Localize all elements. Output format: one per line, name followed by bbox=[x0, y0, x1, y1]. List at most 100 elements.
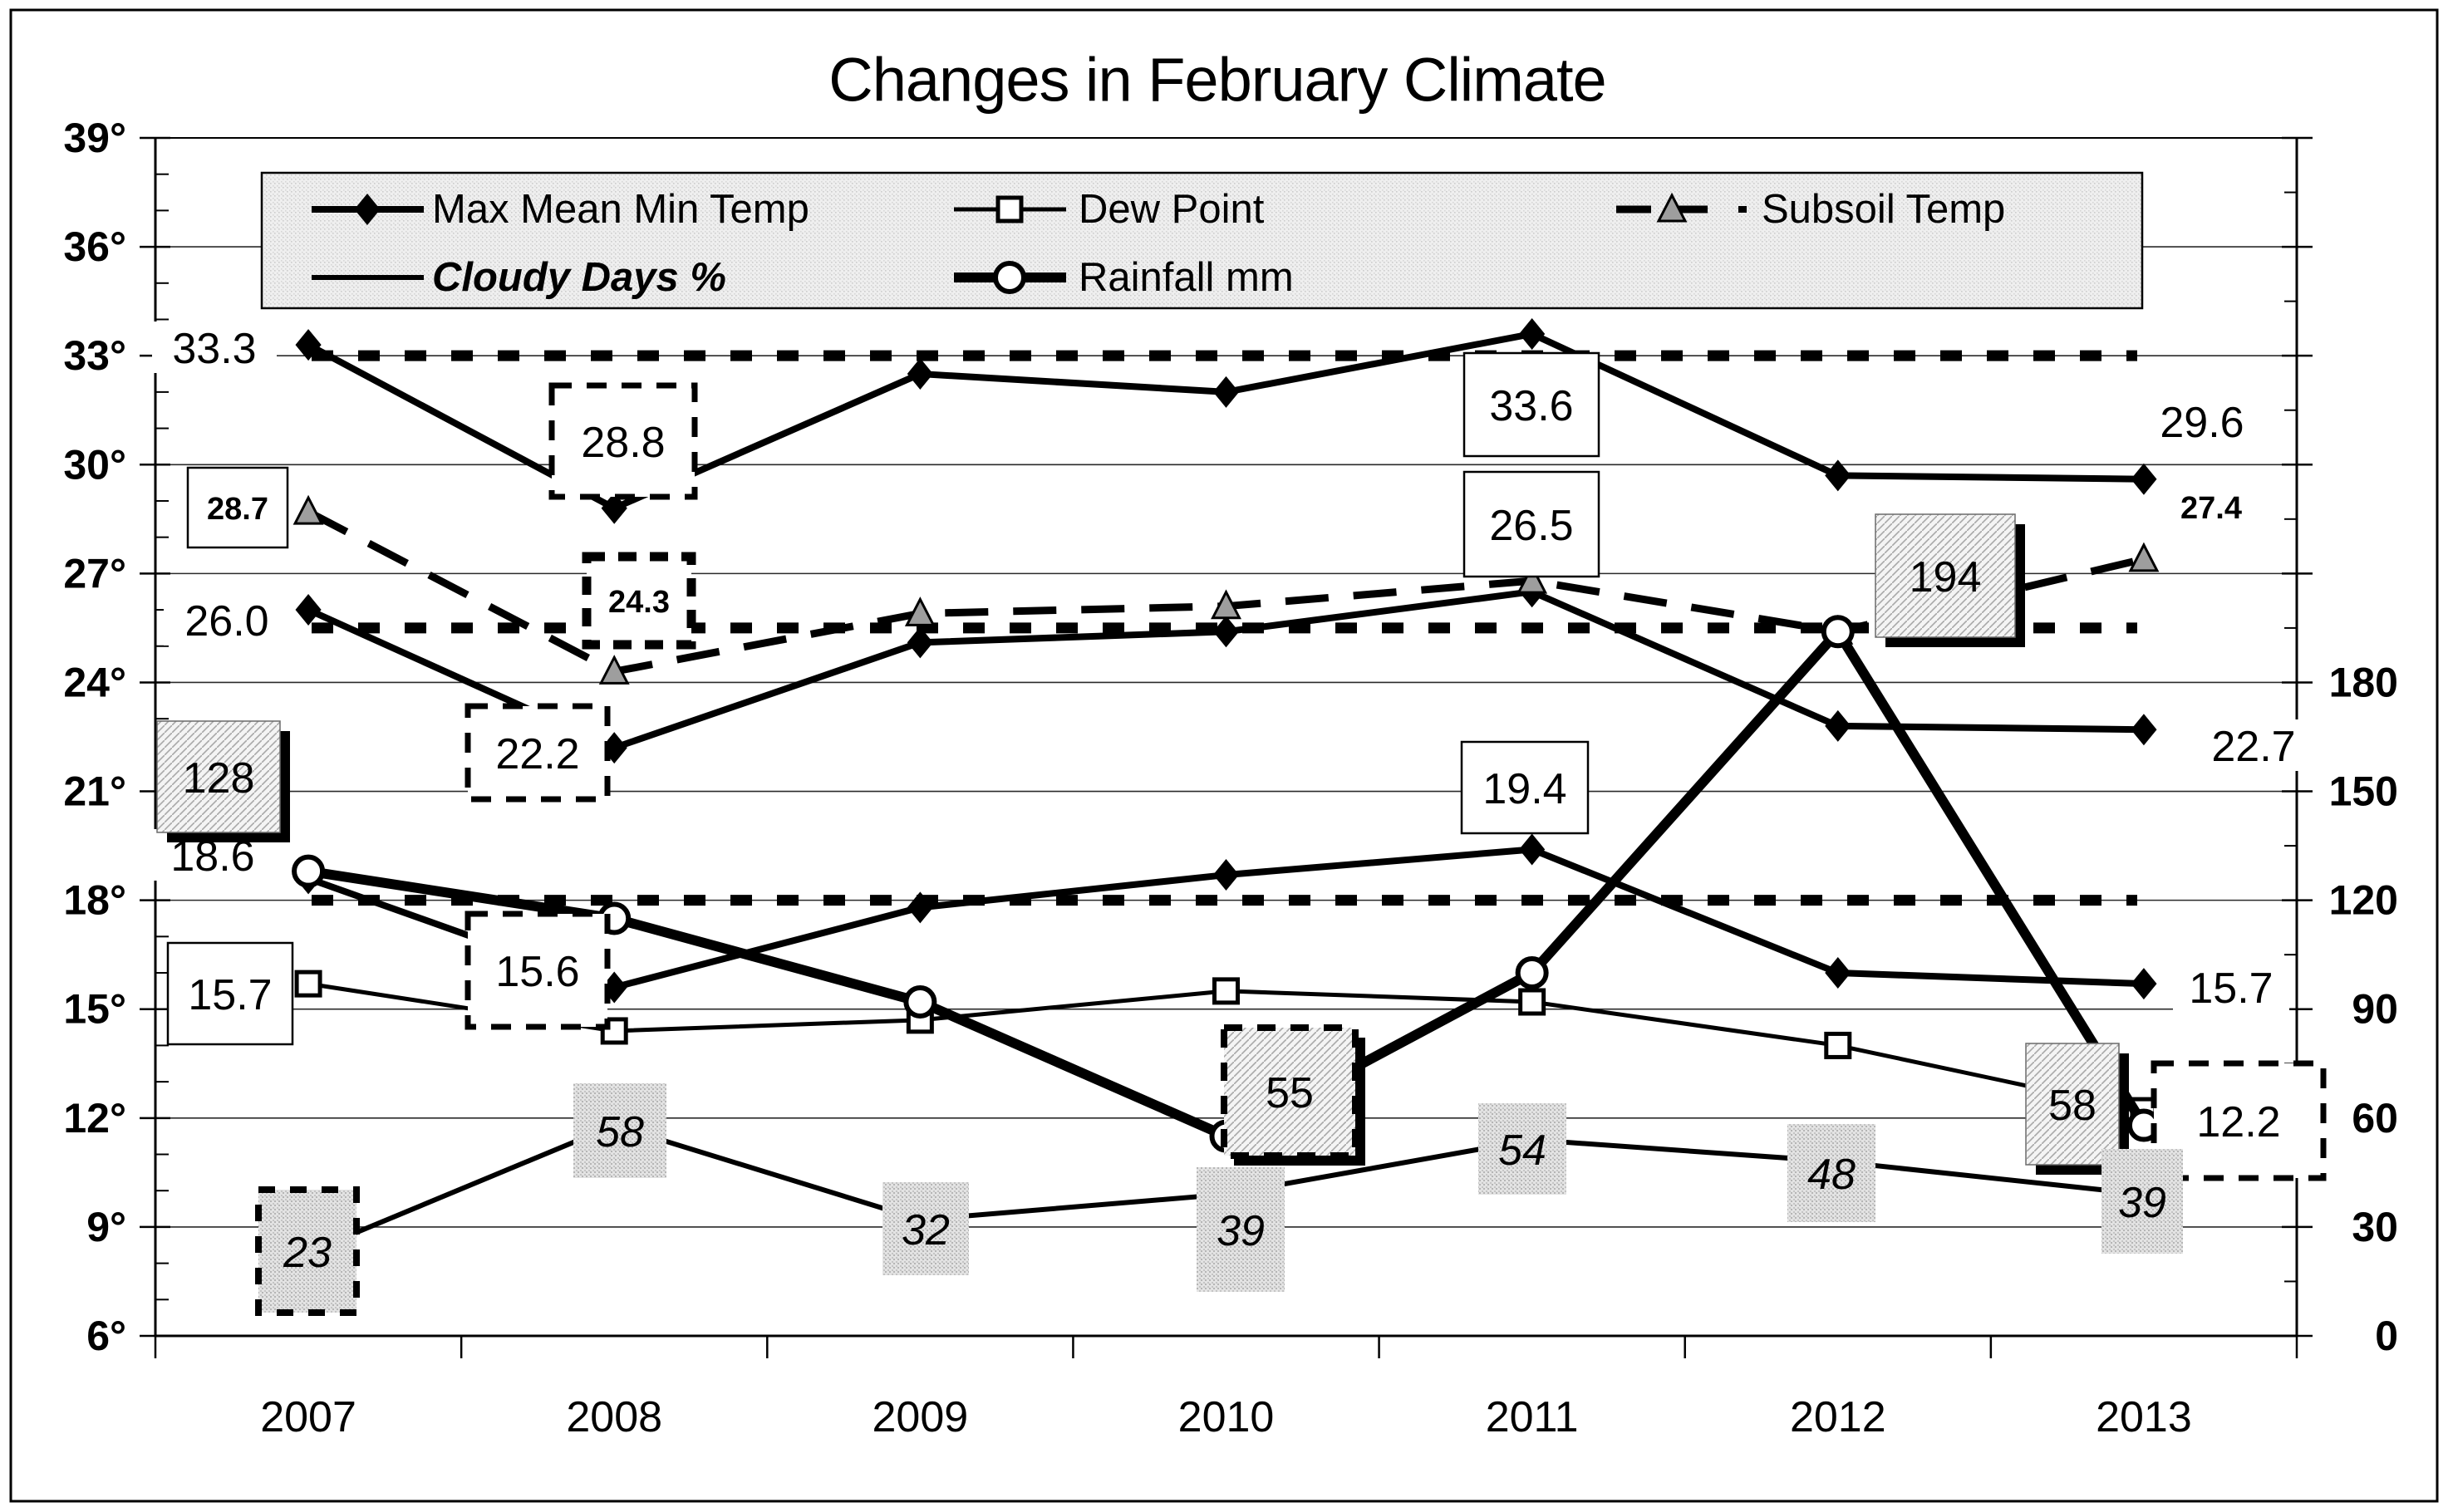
label-box bbox=[166, 941, 294, 1046]
data-label-text: 15.7 bbox=[188, 971, 272, 1019]
series-min-temp bbox=[295, 833, 2157, 1004]
series-max-temp bbox=[295, 317, 2157, 524]
label-box bbox=[582, 552, 696, 650]
label-box bbox=[465, 911, 611, 1030]
data-label-cloudy-2011: 54 bbox=[1478, 1103, 1566, 1195]
data-label-text: 55 bbox=[1266, 1069, 1314, 1117]
data-label-min-2013: 15.7 bbox=[2173, 963, 2289, 1013]
x-axis-label: 2010 bbox=[1178, 1393, 1275, 1441]
data-label-text: 33.6 bbox=[1489, 382, 1573, 430]
data-label-mean-2013: 22.7 bbox=[2191, 719, 2316, 771]
data-label-text: 48 bbox=[1807, 1151, 1856, 1199]
x-axis-label: 2011 bbox=[1486, 1393, 1579, 1441]
label-box bbox=[156, 720, 281, 833]
data-label-text: 22.7 bbox=[2211, 723, 2295, 771]
x-axis-label: 2013 bbox=[2096, 1393, 2192, 1441]
legend-triangle-icon bbox=[1656, 192, 1688, 223]
data-label-max-2007: 33.3 bbox=[152, 322, 277, 373]
point-min-temp-2011 bbox=[1519, 833, 1546, 866]
data-label-subsoil-2013: 27.4 bbox=[2163, 487, 2259, 527]
point-dew-point-2010 bbox=[1212, 977, 1240, 1005]
right-axis-label: 90 bbox=[2352, 986, 2398, 1033]
legend-item-label: Dew Point bbox=[1079, 187, 1265, 232]
left-axis-label: 12° bbox=[63, 1095, 126, 1141]
data-label-text: 29.6 bbox=[2160, 399, 2244, 447]
point-max-temp-2011 bbox=[1519, 317, 1546, 350]
right-axis-label: 180 bbox=[2329, 659, 2398, 705]
point-rainfall-2011 bbox=[1515, 956, 1549, 990]
data-label-text: 23 bbox=[283, 1229, 332, 1277]
right-axis-label: 60 bbox=[2352, 1095, 2398, 1141]
left-axis-label: 30° bbox=[63, 441, 126, 488]
point-min-temp-2009 bbox=[907, 891, 933, 924]
point-max-temp-2012 bbox=[1825, 459, 1851, 492]
right-axis-label: 150 bbox=[2329, 768, 2398, 815]
data-label-text: 22.2 bbox=[495, 730, 579, 778]
data-label-text: 33.3 bbox=[172, 325, 256, 373]
data-label-text: 26.5 bbox=[1489, 502, 1573, 550]
label-box bbox=[548, 382, 698, 500]
legend-dash-dot-icon bbox=[1738, 206, 1747, 213]
data-label-text: 26.0 bbox=[184, 597, 268, 646]
data-label-cloudy-2007: 23 bbox=[255, 1186, 360, 1316]
left-axis-label: 6° bbox=[86, 1313, 126, 1359]
label-box bbox=[1462, 351, 1600, 458]
right-axis-label: 120 bbox=[2329, 877, 2398, 924]
point-min-temp-2010 bbox=[1212, 859, 1240, 891]
label-box bbox=[186, 466, 289, 549]
point-max-temp-2010 bbox=[1212, 376, 1240, 408]
point-subsoil-2008 bbox=[598, 655, 630, 685]
data-label-text: 24.3 bbox=[608, 585, 670, 620]
x-axis-label: 2008 bbox=[566, 1393, 662, 1441]
label-box bbox=[1221, 1024, 1359, 1159]
point-max-temp-2009 bbox=[907, 358, 933, 390]
legend-diamond-icon bbox=[354, 194, 381, 225]
label-box bbox=[1197, 1167, 1285, 1292]
label-box bbox=[1460, 740, 1590, 835]
point-subsoil-2011 bbox=[1516, 563, 1548, 594]
point-max-temp-2013 bbox=[2131, 463, 2157, 495]
data-label-cloudy-2008: 58 bbox=[573, 1083, 666, 1178]
point-rainfall-2007 bbox=[292, 854, 326, 888]
data-label-text: 12.2 bbox=[2196, 1098, 2280, 1146]
x-axis-label: 2009 bbox=[873, 1393, 969, 1441]
data-label-text: 32 bbox=[902, 1206, 950, 1254]
x-axis-label: 2007 bbox=[260, 1393, 356, 1441]
data-label-max-2008: 28.8 bbox=[548, 382, 698, 500]
point-rainfall-2012 bbox=[1821, 615, 1855, 649]
data-label-text: 54 bbox=[1498, 1127, 1546, 1175]
data-label-subsoil-2008: 24.3 bbox=[582, 552, 696, 650]
left-axis-label: 21° bbox=[63, 768, 126, 815]
point-subsoil-2010 bbox=[1211, 589, 1241, 620]
chart-title: Changes in February Climate bbox=[828, 46, 1605, 115]
left-axis-label: 9° bbox=[86, 1204, 126, 1250]
data-label-cloudy-2013: 39 bbox=[2101, 1149, 2183, 1254]
label-box bbox=[1875, 513, 2016, 638]
label-box bbox=[882, 1182, 969, 1275]
data-labels: 33.328.833.6 29.626.022.226.522.718.615.6… bbox=[150, 322, 2327, 1316]
data-label-text: 58 bbox=[2048, 1082, 2097, 1130]
data-label-max-2013: 29.6 bbox=[2140, 395, 2264, 447]
point-subsoil-2007 bbox=[292, 494, 324, 525]
point-mean-temp-2007 bbox=[295, 594, 322, 626]
left-axis-label: 18° bbox=[63, 877, 126, 924]
data-label-mean-2007: 26.0 bbox=[164, 594, 290, 646]
right-axis-label: 30 bbox=[2352, 1204, 2398, 1250]
left-axis-label: 24° bbox=[63, 659, 126, 705]
left-axis-label: 33° bbox=[63, 332, 126, 379]
data-label-rain-2007: 128 bbox=[156, 720, 290, 842]
left-axis-label: 39° bbox=[63, 115, 126, 161]
left-axis-label: 36° bbox=[63, 223, 126, 270]
label-box bbox=[255, 1186, 360, 1316]
point-max-temp-2007 bbox=[295, 329, 322, 361]
data-label-text: 39 bbox=[1217, 1207, 1265, 1255]
point-subsoil-2009 bbox=[904, 596, 936, 626]
legend-square-icon bbox=[995, 195, 1024, 223]
point-subsoil-2013 bbox=[2128, 542, 2160, 572]
data-label-text: 28.8 bbox=[581, 419, 665, 467]
data-label-text: 15.6 bbox=[495, 948, 579, 996]
label-box bbox=[2025, 1043, 2120, 1166]
data-label-min-2011: 19.4 bbox=[1460, 740, 1590, 835]
point-max-temp-2008 bbox=[601, 492, 627, 524]
data-label-text: 28.7 bbox=[207, 492, 268, 527]
